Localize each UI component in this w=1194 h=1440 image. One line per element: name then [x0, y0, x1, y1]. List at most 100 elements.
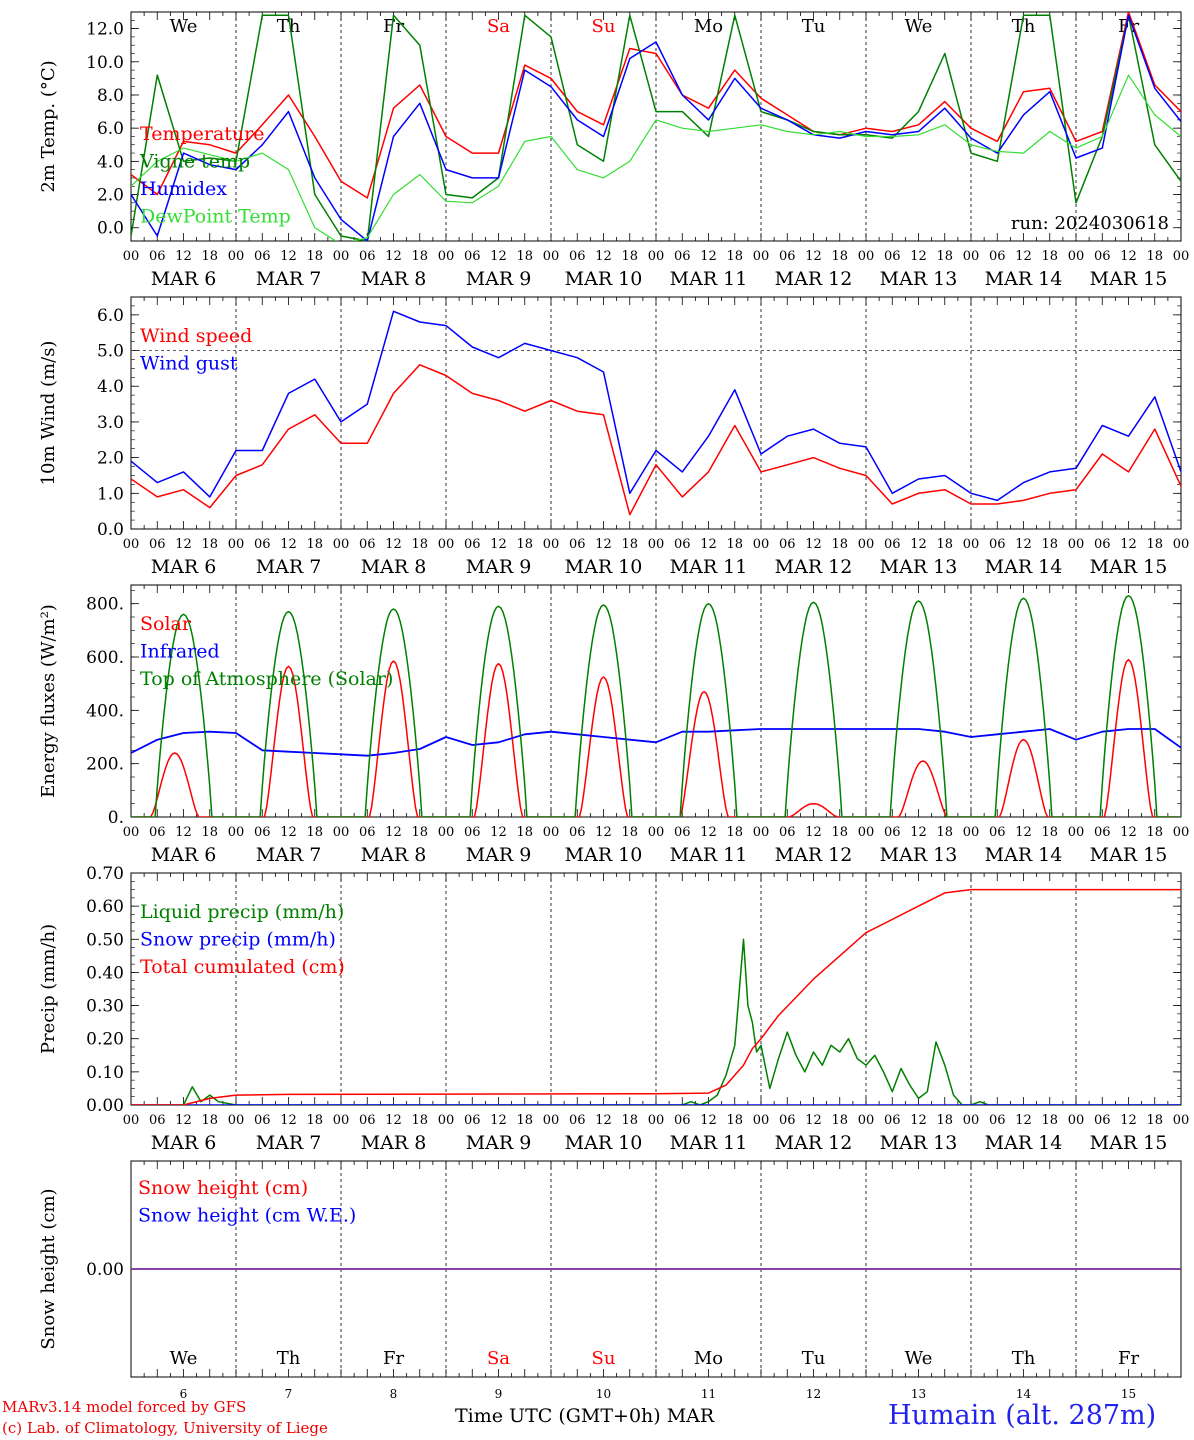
day-number: 6 [180, 1387, 188, 1400]
day-name: Tu [802, 16, 826, 37]
hour-tick-label: 18 [411, 1113, 428, 1128]
hour-tick-label: 00 [333, 537, 350, 552]
series-group [131, 310, 1181, 516]
y-axis-label: Energy fluxes (W/m²) [38, 604, 59, 798]
hour-tick-label: 06 [674, 249, 691, 264]
hour-tick-label: 00 [858, 1113, 875, 1128]
hour-tick-label: 18 [1146, 249, 1163, 264]
y-tick-label: 0.70 [86, 864, 124, 884]
day-name: We [905, 16, 933, 37]
hour-tick-label: 00 [753, 825, 770, 840]
hour-tick-label: 06 [779, 537, 796, 552]
y-tick-label: 0.30 [86, 997, 124, 1017]
hour-tick-label: 12 [1120, 537, 1137, 552]
y-axis-label: 2m Temp. (°C) [38, 60, 59, 192]
hour-tick-label: 18 [621, 537, 638, 552]
date-label: MAR 13 [880, 556, 958, 578]
legend-entry: Snow precip (mm/h) [140, 929, 336, 951]
date-label: MAR 7 [256, 844, 322, 866]
date-label: MAR 10 [565, 1132, 643, 1154]
date-label: MAR 10 [565, 844, 643, 866]
hour-tick-label: 18 [936, 249, 953, 264]
series-line-3 [131, 594, 1181, 817]
hour-tick-label: 18 [1041, 825, 1058, 840]
date-label: MAR 9 [466, 268, 532, 290]
station-name: Humain (alt. 287m) [888, 1400, 1157, 1431]
hour-tick-label: 12 [490, 825, 507, 840]
hour-tick-label: 12 [175, 825, 192, 840]
y-tick-label: 4.0 [97, 152, 124, 172]
hour-tick-label: 06 [674, 537, 691, 552]
y-tick-label: 0.0 [97, 219, 124, 239]
y-axis-label: 10m Wind (m/s) [38, 341, 59, 486]
y-tick-label: 0.00 [86, 1260, 124, 1280]
date-label: MAR 13 [880, 268, 958, 290]
hour-tick-label: 18 [306, 1113, 323, 1128]
panel-4: 0.00 0.10 0.20 0.30 0.40 0.50 0.60 0.70 Precip (… [38, 864, 1189, 1154]
y-tick-label: 200. [86, 755, 124, 775]
hour-tick-label: 18 [621, 1113, 638, 1128]
legend-entry: Temperature [140, 123, 264, 145]
hour-tick-label: 12 [805, 825, 822, 840]
hour-tick-label: 00 [333, 1113, 350, 1128]
hour-tick-label: 12 [700, 537, 717, 552]
hour-tick-label: 18 [936, 537, 953, 552]
x-axis-title: Time UTC (GMT+0h) MAR [455, 1405, 715, 1427]
date-label: MAR 12 [775, 268, 853, 290]
hour-tick-label: 12 [910, 1113, 927, 1128]
hour-tick-label: 18 [516, 537, 533, 552]
hour-tick-label: 06 [464, 825, 481, 840]
y-tick-label: 0.20 [86, 1030, 124, 1050]
date-label: MAR 9 [466, 1132, 532, 1154]
day-number: 14 [1016, 1387, 1032, 1400]
hour-tick-label: 12 [175, 1113, 192, 1128]
hour-tick-label: 18 [831, 537, 848, 552]
hour-tick-label: 06 [254, 1113, 271, 1128]
hour-tick-label: 12 [1120, 825, 1137, 840]
hour-tick-label: 06 [464, 537, 481, 552]
hour-tick-label: 18 [306, 825, 323, 840]
y-tick-label: 6.0 [97, 119, 124, 139]
date-label: MAR 6 [151, 556, 217, 578]
date-label: MAR 7 [256, 268, 322, 290]
day-name: Th [277, 16, 301, 37]
hour-tick-label: 12 [385, 537, 402, 552]
hour-tick-label: 06 [674, 825, 691, 840]
hour-tick-label: 12 [805, 249, 822, 264]
hour-tick-label: 00 [438, 249, 455, 264]
day-name: Mo [694, 16, 723, 37]
hour-tick-label: 06 [569, 1113, 586, 1128]
date-label: MAR 15 [1090, 1132, 1168, 1154]
hour-tick-label: 00 [1068, 537, 1085, 552]
hour-tick-label: 06 [149, 537, 166, 552]
date-label: MAR 6 [151, 1132, 217, 1154]
legend-entry: Top of Atmosphere (Solar) [140, 668, 393, 690]
hour-tick-label: 00 [648, 249, 665, 264]
date-label: MAR 7 [256, 1132, 322, 1154]
y-tick-label: 0.00 [86, 1096, 124, 1116]
legend-entry: Liquid precip (mm/h) [140, 901, 344, 923]
y-tick-label: 400. [86, 701, 124, 721]
hour-tick-label: 18 [621, 249, 638, 264]
series-group [131, 12, 1181, 241]
hour-tick-label: 06 [989, 1113, 1006, 1128]
hour-tick-label: 06 [569, 249, 586, 264]
hour-tick-label: 06 [884, 537, 901, 552]
date-label: MAR 11 [670, 844, 748, 866]
hour-tick-label: 12 [385, 1113, 402, 1128]
date-label: MAR 14 [985, 556, 1063, 578]
date-label: MAR 13 [880, 1132, 958, 1154]
hour-tick-label: 18 [306, 537, 323, 552]
panel-5: 0.00 Snow height (cm) Snow height (cm) Snow… [38, 1160, 1182, 1400]
hour-tick-label: 00 [963, 537, 980, 552]
day-number: 11 [701, 1387, 716, 1400]
hour-tick-label: 18 [516, 1113, 533, 1128]
hour-tick-label: 12 [175, 537, 192, 552]
hour-tick-label: 18 [516, 825, 533, 840]
hour-tick-label: 18 [726, 249, 743, 264]
day-name: Tu [802, 1348, 826, 1369]
hour-tick-label: 00 [123, 825, 140, 840]
legend-entry: DewPoint Temp [140, 206, 291, 228]
hour-tick-label: 06 [884, 825, 901, 840]
y-tick-label: 0. [108, 808, 124, 828]
